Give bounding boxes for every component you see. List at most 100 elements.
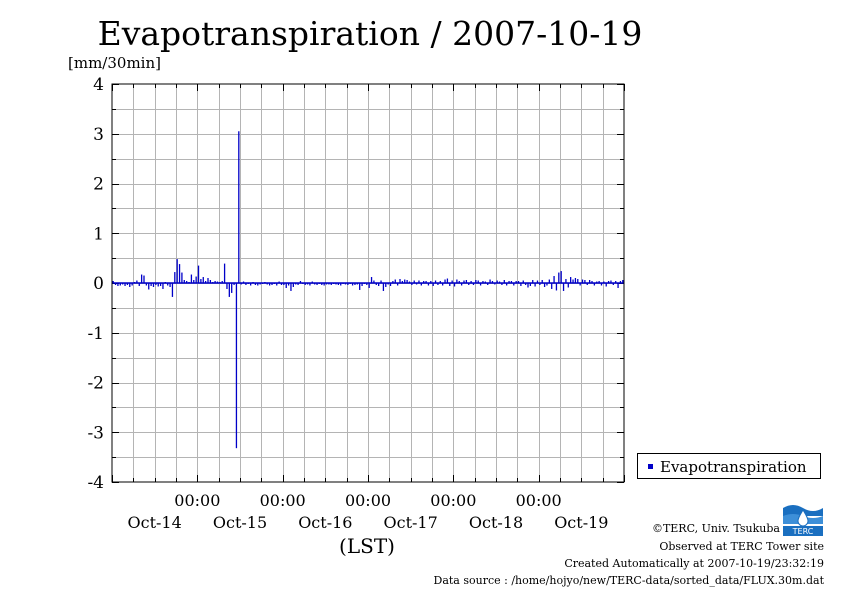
data-bar	[430, 281, 432, 283]
data-bar	[112, 281, 114, 283]
data-bar	[479, 283, 482, 286]
x-date-label: Oct-17	[384, 513, 438, 532]
data-bar	[607, 281, 610, 283]
data-bar	[235, 283, 238, 449]
data-bar	[287, 283, 290, 286]
credit-observed: Observed at TERC Tower site	[659, 540, 824, 553]
y-tick-label: 3	[93, 125, 104, 145]
data-bar	[577, 279, 579, 283]
data-bar	[174, 272, 176, 283]
data-bar	[541, 280, 543, 283]
data-bar	[548, 279, 550, 283]
data-bar	[202, 277, 204, 283]
data-bar	[482, 281, 484, 283]
data-bar	[551, 283, 553, 289]
data-bar	[558, 272, 560, 283]
data-bar	[536, 280, 539, 283]
data-bar	[117, 283, 119, 286]
data-bar	[359, 283, 361, 290]
data-bar	[581, 279, 584, 283]
x-date-label: Oct-18	[469, 513, 523, 532]
data-bar	[565, 279, 567, 283]
data-bar	[425, 281, 427, 283]
data-bar	[361, 283, 363, 286]
data-bar	[297, 283, 299, 285]
data-bar	[510, 281, 513, 283]
data-bar	[515, 281, 517, 283]
data-bar	[276, 283, 278, 286]
data-bar	[584, 280, 586, 283]
data-bar	[404, 279, 406, 283]
data-bar	[207, 278, 209, 283]
data-bar	[167, 283, 169, 286]
data-bar	[532, 280, 534, 283]
data-bar	[562, 283, 565, 291]
data-bar	[204, 281, 207, 283]
credit-source: Data source : /home/hojyo/new/TERC-data/…	[433, 574, 825, 587]
data-bar	[470, 281, 472, 283]
data-bar	[140, 274, 143, 283]
data-bar	[434, 280, 437, 283]
data-bar	[373, 280, 375, 283]
data-bar	[586, 283, 588, 285]
x-date-label: Oct-15	[213, 513, 267, 532]
x-time-label: 00:00	[260, 491, 306, 510]
y-tick-labels: 4 3 2 1 0 -1 -2 -3 -4	[87, 75, 104, 493]
data-bar	[418, 280, 420, 283]
data-bar	[449, 283, 451, 286]
data-bar	[245, 283, 247, 285]
data-bar	[171, 283, 174, 297]
data-bar	[560, 271, 562, 283]
data-bar	[406, 280, 408, 283]
data-bar	[195, 276, 197, 283]
data-bar	[456, 279, 458, 283]
x-time-label: 00:00	[174, 491, 220, 510]
data-bar	[223, 263, 226, 283]
data-bar	[574, 278, 577, 283]
data-bar	[513, 283, 515, 286]
x-date-label: Oct-14	[128, 513, 182, 532]
data-bar	[600, 283, 603, 286]
data-bar	[396, 283, 399, 286]
data-bar	[442, 283, 444, 286]
data-bar	[316, 283, 318, 285]
data-bar	[472, 283, 475, 285]
data-bar	[389, 283, 392, 286]
data-bar	[392, 281, 394, 283]
data-bar	[401, 281, 404, 283]
data-bar	[254, 283, 257, 285]
data-bar	[534, 283, 536, 287]
data-bar	[124, 283, 126, 286]
data-bar	[506, 283, 508, 286]
data-bar	[290, 283, 292, 291]
data-bar	[271, 283, 273, 285]
data-bar	[553, 276, 555, 283]
data-bar	[209, 280, 212, 283]
legend-swatch	[648, 464, 653, 469]
data-bar	[233, 283, 235, 285]
data-bar	[136, 280, 138, 283]
data-bar	[190, 274, 193, 283]
data-bar	[503, 280, 505, 283]
data-bar	[491, 281, 494, 283]
data-bar	[321, 283, 323, 285]
data-bar	[489, 279, 491, 283]
data-bar	[619, 281, 622, 283]
data-bar	[292, 283, 294, 287]
data-bar	[257, 283, 259, 286]
data-bar	[231, 283, 233, 293]
data-bar	[468, 283, 470, 285]
data-bar	[579, 283, 581, 286]
y-axis-unit-label: [mm/30min]	[68, 54, 161, 72]
x-tick-labels: 00:00 00:00 00:00 00:00 00:00 Oct-14 Oct-15 Oct…	[128, 491, 609, 532]
data-bar	[226, 283, 228, 289]
data-bar	[465, 280, 468, 283]
data-bar	[451, 280, 453, 283]
data-bar	[508, 281, 510, 283]
data-bar	[268, 283, 271, 286]
credit-copyright: ©TERC, Univ. Tsukuba	[651, 522, 780, 535]
data-bar	[477, 280, 479, 283]
data-bar	[591, 281, 593, 283]
data-bar	[176, 259, 178, 283]
data-bar	[155, 283, 157, 285]
